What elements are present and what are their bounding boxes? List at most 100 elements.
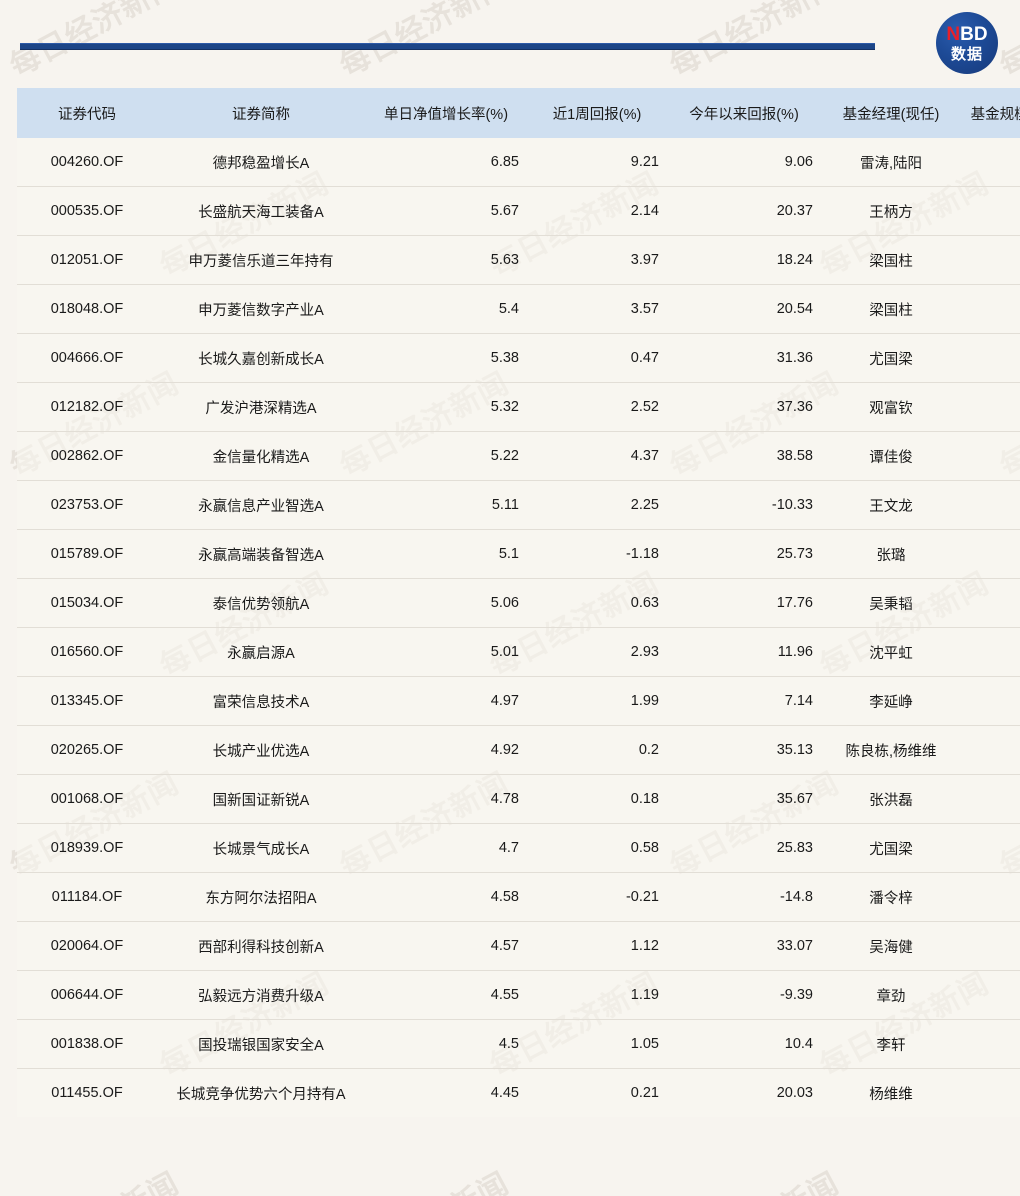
nbd-logo-letters: NBD <box>946 25 987 44</box>
cell-manager: 沈平虹 <box>821 627 961 677</box>
cell-code: 023753.OF <box>17 480 157 530</box>
cell-daily-growth: 4.57 <box>365 921 527 971</box>
column-header-manager[interactable]: 基金经理(现任) <box>821 88 961 138</box>
cell-scale: 0.68 <box>961 970 1020 1020</box>
nbd-logo-subtitle: 数据 <box>950 45 983 63</box>
table-body: 004260.OF德邦稳盈增长A6.859.219.06雷涛,陆阳7.24000… <box>17 138 1020 1117</box>
cell-daily-growth: 4.55 <box>365 970 527 1020</box>
column-header-ytd[interactable]: 今年以来回报(%) <box>667 88 821 138</box>
fund-performance-table: 证券代码 证券简称 单日净值增长率(%) 近1周回报(%) 今年以来回报(%) … <box>17 88 1020 1117</box>
page-header: NBD 数据 <box>0 0 1020 88</box>
cell-manager: 章劲 <box>821 970 961 1020</box>
cell-daily-growth: 5.01 <box>365 627 527 677</box>
nbd-logo: NBD 数据 <box>936 12 998 74</box>
cell-code: 020064.OF <box>17 921 157 971</box>
cell-daily-growth: 4.5 <box>365 1019 527 1069</box>
cell-name: 西部利得科技创新A <box>157 921 365 971</box>
cell-daily-growth: 6.85 <box>365 138 527 187</box>
cell-code: 016560.OF <box>17 627 157 677</box>
cell-ytd-return: -14.8 <box>667 872 821 922</box>
cell-scale: 5.44 <box>961 627 1020 677</box>
column-header-code[interactable]: 证券代码 <box>17 88 157 138</box>
cell-week-return: 0.58 <box>527 823 667 873</box>
cell-name: 长城久嘉创新成长A <box>157 333 365 383</box>
cell-daily-growth: 5.11 <box>365 480 527 530</box>
cell-daily-growth: 5.67 <box>365 186 527 236</box>
cell-name: 东方阿尔法招阳A <box>157 872 365 922</box>
cell-manager: 王柄方 <box>821 186 961 236</box>
cell-code: 015789.OF <box>17 529 157 579</box>
cell-name: 长城产业优选A <box>157 725 365 775</box>
cell-week-return: 3.97 <box>527 235 667 285</box>
column-header-daily[interactable]: 单日净值增长率(%) <box>365 88 527 138</box>
cell-scale: 1.1 <box>961 235 1020 285</box>
cell-manager: 尤国梁 <box>821 823 961 873</box>
cell-ytd-return: 7.14 <box>667 676 821 726</box>
cell-week-return: 4.37 <box>527 431 667 481</box>
cell-manager: 吴秉韬 <box>821 578 961 628</box>
cell-scale: 11.35 <box>961 529 1020 579</box>
cell-code: 012182.OF <box>17 382 157 432</box>
cell-code: 018939.OF <box>17 823 157 873</box>
cell-scale: 0.59 <box>961 725 1020 775</box>
cell-name: 泰信优势领航A <box>157 578 365 628</box>
cell-week-return: 2.52 <box>527 382 667 432</box>
cell-scale: 7.24 <box>961 138 1020 187</box>
cell-scale: 0.67 <box>961 578 1020 628</box>
cell-code: 006644.OF <box>17 970 157 1020</box>
cell-manager: 张璐 <box>821 529 961 579</box>
cell-ytd-return: 35.67 <box>667 774 821 824</box>
cell-week-return: 1.12 <box>527 921 667 971</box>
column-header-week[interactable]: 近1周回报(%) <box>527 88 667 138</box>
cell-daily-growth: 4.97 <box>365 676 527 726</box>
cell-daily-growth: 4.58 <box>365 872 527 922</box>
column-header-name[interactable]: 证券简称 <box>157 88 365 138</box>
cell-ytd-return: 31.36 <box>667 333 821 383</box>
cell-daily-growth: 5.22 <box>365 431 527 481</box>
cell-week-return: -0.21 <box>527 872 667 922</box>
cell-manager: 杨维维 <box>821 1068 961 1117</box>
nbd-logo-letters-bd: BD <box>960 23 988 45</box>
header-divider-rule <box>20 43 875 50</box>
column-header-scale[interactable]: 基金规模(亿元) <box>961 88 1020 138</box>
cell-week-return: 3.57 <box>527 284 667 334</box>
cell-code: 004666.OF <box>17 333 157 383</box>
cell-scale: 31.27 <box>961 333 1020 383</box>
cell-scale: 2.51 <box>961 186 1020 236</box>
table-row[interactable]: 011455.OF长城竞争优势六个月持有A4.450.2120.03杨维维3.0… <box>17 1068 1020 1117</box>
watermark-text: 每日经济新闻 <box>0 166 5 284</box>
cell-ytd-return: 17.76 <box>667 578 821 628</box>
watermark-text: 每日经济新闻 <box>661 1159 846 1196</box>
cell-name: 金信量化精选A <box>157 431 365 481</box>
cell-scale: 8.14 <box>961 676 1020 726</box>
cell-ytd-return: -10.33 <box>667 480 821 530</box>
cell-code: 000535.OF <box>17 186 157 236</box>
cell-name: 申万菱信数字产业A <box>157 284 365 334</box>
cell-manager: 吴海健 <box>821 921 961 971</box>
cell-manager: 梁国柱 <box>821 284 961 334</box>
cell-name: 永赢信息产业智选A <box>157 480 365 530</box>
cell-ytd-return: 25.73 <box>667 529 821 579</box>
cell-code: 012051.OF <box>17 235 157 285</box>
cell-daily-growth: 5.38 <box>365 333 527 383</box>
cell-week-return: 0.21 <box>527 1068 667 1117</box>
